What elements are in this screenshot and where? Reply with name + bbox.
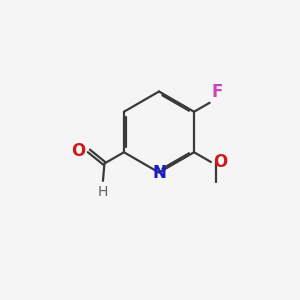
Text: F: F [211,83,223,101]
Text: O: O [72,142,86,160]
Text: N: N [152,164,166,181]
Text: O: O [213,153,228,171]
Text: H: H [98,184,108,199]
